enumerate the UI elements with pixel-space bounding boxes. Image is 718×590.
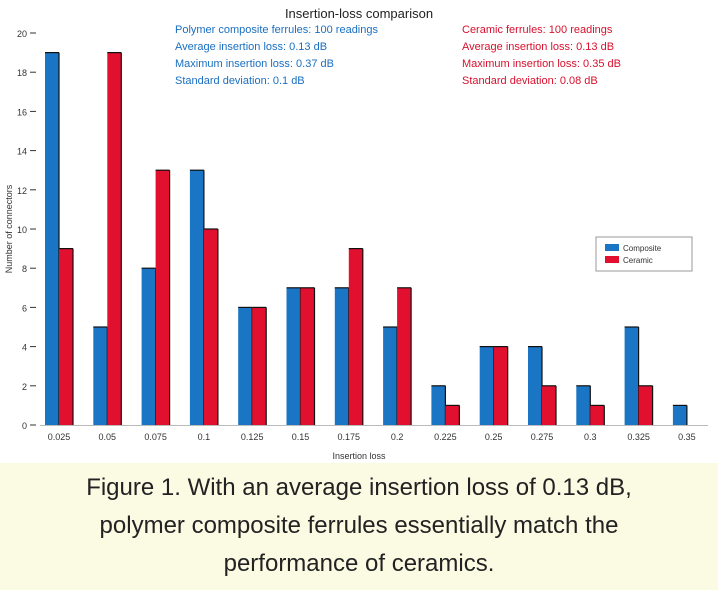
polymer-stat-stddev: Standard deviation: 0.1 dB [175, 75, 305, 87]
bar-composite [238, 307, 253, 425]
bar-composite [431, 385, 446, 425]
y-tick-label: 10 [17, 225, 27, 235]
bar-ceramic [300, 287, 315, 425]
y-tick-label: 6 [22, 303, 27, 313]
x-tick-label: 0.1 [198, 432, 211, 442]
bar-ceramic [252, 307, 267, 425]
legend-label-composite: Composite [623, 244, 662, 253]
x-axis-label: Insertion loss [332, 451, 386, 461]
legend-swatch-ceramic [605, 256, 619, 263]
legend-label-ceramic: Ceramic [623, 256, 653, 265]
bar-chart: Insertion-loss comparison 0 2 4 6 8 10 12 14 16 18… [4, 6, 708, 461]
x-tick-label: 0.05 [99, 432, 117, 442]
x-tick-label: 0.075 [144, 432, 167, 442]
legend-box [595, 236, 693, 272]
bar-composite [286, 287, 301, 425]
x-tick-label: 0.225 [434, 432, 457, 442]
y-tick-label: 20 [17, 29, 27, 39]
y-tick-label: 18 [17, 68, 27, 78]
bar-ceramic [445, 405, 460, 425]
bar-ceramic [107, 52, 122, 425]
ceramic-stats: Ceramic ferrules: 100 readings Average i… [462, 22, 621, 90]
x-tick-label: 0.3 [584, 432, 597, 442]
x-tick-label: 0.2 [391, 432, 404, 442]
polymer-stats: Polymer composite ferrules: 100 readings… [175, 22, 378, 90]
polymer-stat-average: Average insertion loss: 0.13 dB [175, 41, 328, 53]
bar-ceramic [203, 229, 218, 425]
bar-ceramic [638, 385, 653, 425]
figure-caption: Figure 1. With an average insertion loss… [0, 463, 718, 590]
y-tick-label: 14 [17, 147, 27, 157]
caption-line: polymer composite ferrules essentially m… [99, 512, 619, 539]
bar-composite [45, 52, 59, 425]
x-tick-label: 0.275 [531, 432, 554, 442]
bar-composite [672, 405, 687, 425]
chart-title: Insertion-loss comparison [285, 6, 433, 21]
y-tick-label: 12 [17, 186, 27, 196]
bar-composite [141, 268, 156, 425]
bar-ceramic [542, 385, 556, 425]
x-tick-label: 0.025 [48, 432, 71, 442]
bar-ceramic [59, 248, 73, 425]
y-tick-label: 0 [22, 421, 27, 431]
y-tick-label: 16 [17, 107, 27, 117]
y-tick-label: 8 [22, 264, 27, 274]
x-tick-label: 0.25 [485, 432, 503, 442]
y-axis-label: Number of connectors [4, 184, 14, 273]
y-tick-label: 4 [22, 343, 27, 353]
bar-ceramic [397, 287, 412, 425]
bar-composite [528, 346, 542, 425]
bar-composite [624, 327, 639, 425]
y-tick-label: 2 [22, 382, 27, 392]
x-tick-label: 0.325 [627, 432, 650, 442]
bar-ceramic [348, 248, 363, 425]
bar-composite [93, 327, 108, 425]
ceramic-stat-readings: Ceramic ferrules: 100 readings [462, 24, 613, 36]
x-tick-label: 0.175 [338, 432, 361, 442]
bar-composite [576, 385, 591, 425]
legend-swatch-composite [605, 244, 619, 251]
x-tick-label: 0.15 [292, 432, 310, 442]
bar-composite [383, 327, 398, 425]
bar-ceramic [590, 405, 605, 425]
polymer-stat-readings: Polymer composite ferrules: 100 readings [175, 24, 378, 36]
ceramic-stat-stddev: Standard deviation: 0.08 dB [462, 75, 598, 87]
x-tick-label: 0.35 [678, 432, 696, 442]
polymer-stat-maximum: Maximum insertion loss: 0.37 dB [175, 58, 334, 70]
bar-composite [189, 170, 204, 425]
ceramic-stat-maximum: Maximum insertion loss: 0.35 dB [462, 58, 621, 70]
bar-ceramic [493, 346, 508, 425]
bar-composite [479, 346, 494, 425]
x-tick-label: 0.125 [241, 432, 264, 442]
caption-line: performance of ceramics. [223, 550, 495, 577]
ceramic-stat-average: Average insertion loss: 0.13 dB [462, 41, 615, 53]
bar-composite [334, 287, 349, 425]
bar-ceramic [155, 170, 170, 425]
caption-line: Figure 1. With an average insertion loss… [86, 474, 632, 501]
